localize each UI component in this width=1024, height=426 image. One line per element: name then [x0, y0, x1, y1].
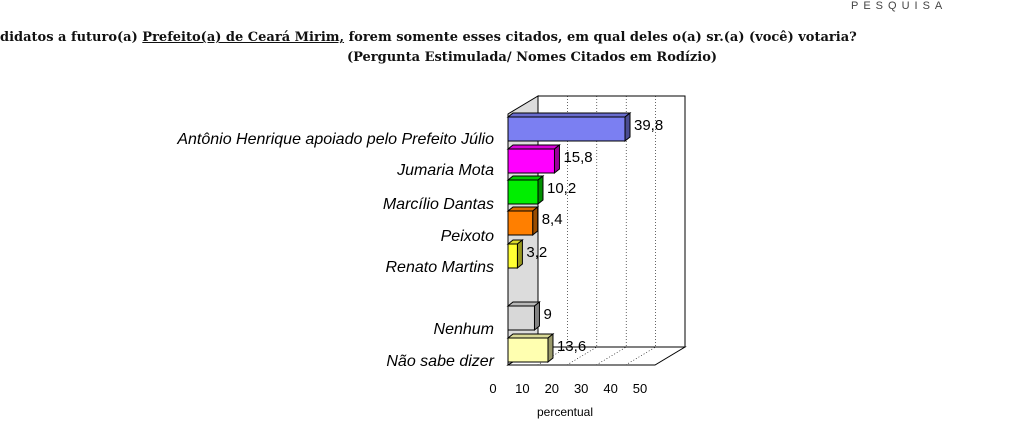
x-tick-label: 0 — [489, 381, 496, 396]
category-label: Renato Martins — [386, 259, 495, 276]
data-label: 3,2 — [526, 244, 547, 261]
category-label: Nenhum — [434, 321, 494, 338]
bar-top — [506, 175, 545, 181]
x-tick-label: 30 — [574, 381, 588, 396]
data-label: 10,2 — [547, 180, 576, 197]
bar — [507, 148, 555, 174]
bar — [507, 210, 534, 236]
bar — [507, 337, 549, 363]
data-label: 13,6 — [557, 338, 586, 355]
bar-end — [624, 111, 631, 143]
x-tick-label: 20 — [545, 381, 559, 396]
bar-end — [553, 143, 560, 175]
bar — [507, 179, 539, 205]
bar-top — [506, 144, 561, 150]
data-label: 39,8 — [634, 117, 663, 134]
bar-end — [547, 332, 554, 364]
x-tick-label: 40 — [603, 381, 617, 396]
bar-end — [532, 205, 539, 237]
category-label: Marcílio Dantas — [383, 196, 494, 213]
data-label: 15,8 — [563, 149, 592, 166]
question-subtitle: (Pergunta Estimulada/ Nomes Citados em R… — [346, 50, 718, 65]
bar — [507, 116, 626, 142]
bar — [507, 243, 518, 269]
question-underlined: Prefeito(a) de Ceará Mirim, — [142, 30, 345, 45]
bar-end — [537, 174, 544, 206]
bar-top — [506, 333, 555, 339]
category-label: Antônio Henrique apoiado pelo Prefeito J… — [176, 131, 494, 148]
question-prefix: didatos a futuro(a) — [0, 30, 143, 45]
data-label: 8,4 — [542, 211, 563, 228]
x-tick-label: 10 — [515, 381, 529, 396]
question-text: didatos a futuro(a) Prefeito(a) de Ceará… — [0, 30, 1024, 45]
category-label: Jumaria Mota — [396, 162, 494, 179]
bar-end — [516, 238, 523, 270]
x-axis-label: percentual — [537, 405, 593, 419]
category-label: Não sabe dizer — [386, 353, 494, 370]
x-tick-label: 50 — [633, 381, 647, 396]
bar-end — [533, 300, 540, 332]
brand-label: PESQUISA — [851, 0, 948, 12]
category-label: Peixoto — [441, 228, 494, 245]
data-label: 9 — [543, 306, 551, 323]
bar-top — [506, 112, 632, 118]
question-suffix: forem somente esses citados, em qual del… — [344, 30, 857, 45]
bar — [507, 305, 535, 331]
